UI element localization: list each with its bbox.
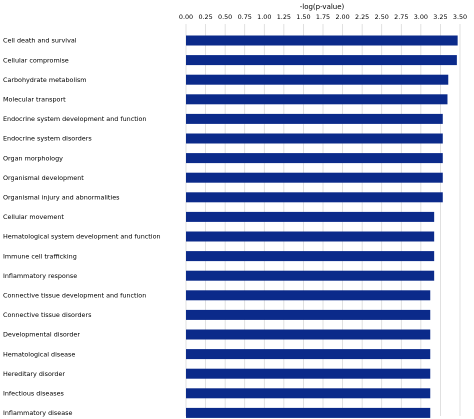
category-label: Endocrine system development and functio… bbox=[3, 115, 146, 123]
bar bbox=[186, 211, 435, 222]
x-tick-label: 3.25 bbox=[433, 13, 447, 21]
category-label: Hematological disease bbox=[3, 350, 75, 358]
x-tick-label: 0.25 bbox=[198, 13, 212, 21]
category-label: Organ morphology bbox=[3, 154, 63, 162]
category-label: Connective tissue development and functi… bbox=[3, 292, 146, 300]
x-tick-label: 1.75 bbox=[316, 13, 330, 21]
bar bbox=[186, 153, 443, 164]
bar bbox=[186, 192, 443, 203]
category-label: Connective tissue disorders bbox=[3, 311, 92, 319]
bar bbox=[186, 55, 457, 66]
category-label: Cell death and survival bbox=[3, 37, 77, 45]
bar bbox=[186, 94, 448, 105]
category-label: Molecular transport bbox=[3, 96, 66, 104]
bar bbox=[186, 172, 443, 183]
x-tick-label: 1.50 bbox=[296, 13, 310, 21]
bar bbox=[186, 368, 431, 379]
bar bbox=[186, 113, 443, 124]
x-axis-title: -log(p-value) bbox=[300, 3, 345, 11]
bar bbox=[186, 133, 443, 144]
x-tick-label: 3.00 bbox=[414, 13, 428, 21]
x-tick-label: 0.75 bbox=[238, 13, 252, 21]
category-label: Developmental disorder bbox=[3, 331, 80, 339]
x-tick-label: 2.00 bbox=[335, 13, 349, 21]
category-label: Inflammatory disease bbox=[3, 409, 72, 417]
bar bbox=[186, 270, 435, 281]
category-labels: Cell death and survival Cellular compromi… bbox=[3, 37, 161, 417]
category-label: Immune cell trafficking bbox=[3, 252, 77, 260]
bar bbox=[186, 251, 435, 262]
category-label: Infectious diseases bbox=[3, 390, 65, 398]
category-label: Hematological system development and fun… bbox=[3, 233, 161, 241]
bars bbox=[186, 35, 458, 418]
category-label: Cellular movement bbox=[3, 213, 64, 221]
category-label: Endocrine system disorders bbox=[3, 135, 92, 143]
category-label: Inflammatory response bbox=[3, 272, 77, 280]
x-tick-label: 2.25 bbox=[355, 13, 369, 21]
x-tick-label: 2.50 bbox=[375, 13, 389, 21]
x-tick-label: 0.50 bbox=[218, 13, 232, 21]
bar bbox=[186, 388, 431, 399]
bar bbox=[186, 349, 431, 360]
bar bbox=[186, 309, 431, 320]
x-tick-label: 3.50 bbox=[453, 13, 467, 21]
category-label: Organismal injury and abnormalities bbox=[3, 194, 120, 202]
bar bbox=[186, 290, 431, 301]
bar bbox=[186, 74, 449, 85]
category-label: Carbohydrate metabolism bbox=[3, 76, 87, 84]
bar bbox=[186, 407, 431, 418]
category-label: Hereditary disorder bbox=[3, 370, 65, 378]
category-label: Organismal development bbox=[3, 174, 84, 182]
bar bbox=[186, 329, 431, 340]
x-tick-label: 2.75 bbox=[394, 13, 408, 21]
x-tick-label: 1.25 bbox=[277, 13, 291, 21]
x-tick-label: 0.00 bbox=[179, 13, 193, 21]
x-tick-labels: 0.00 0.25 0.50 0.75 1.00 1.25 1.50 1.75 2.00 2.25… bbox=[179, 13, 467, 21]
x-tick-label: 1.00 bbox=[257, 13, 271, 21]
category-label: Cellular compromise bbox=[3, 56, 69, 64]
bar bbox=[186, 231, 435, 242]
bar bbox=[186, 35, 458, 46]
